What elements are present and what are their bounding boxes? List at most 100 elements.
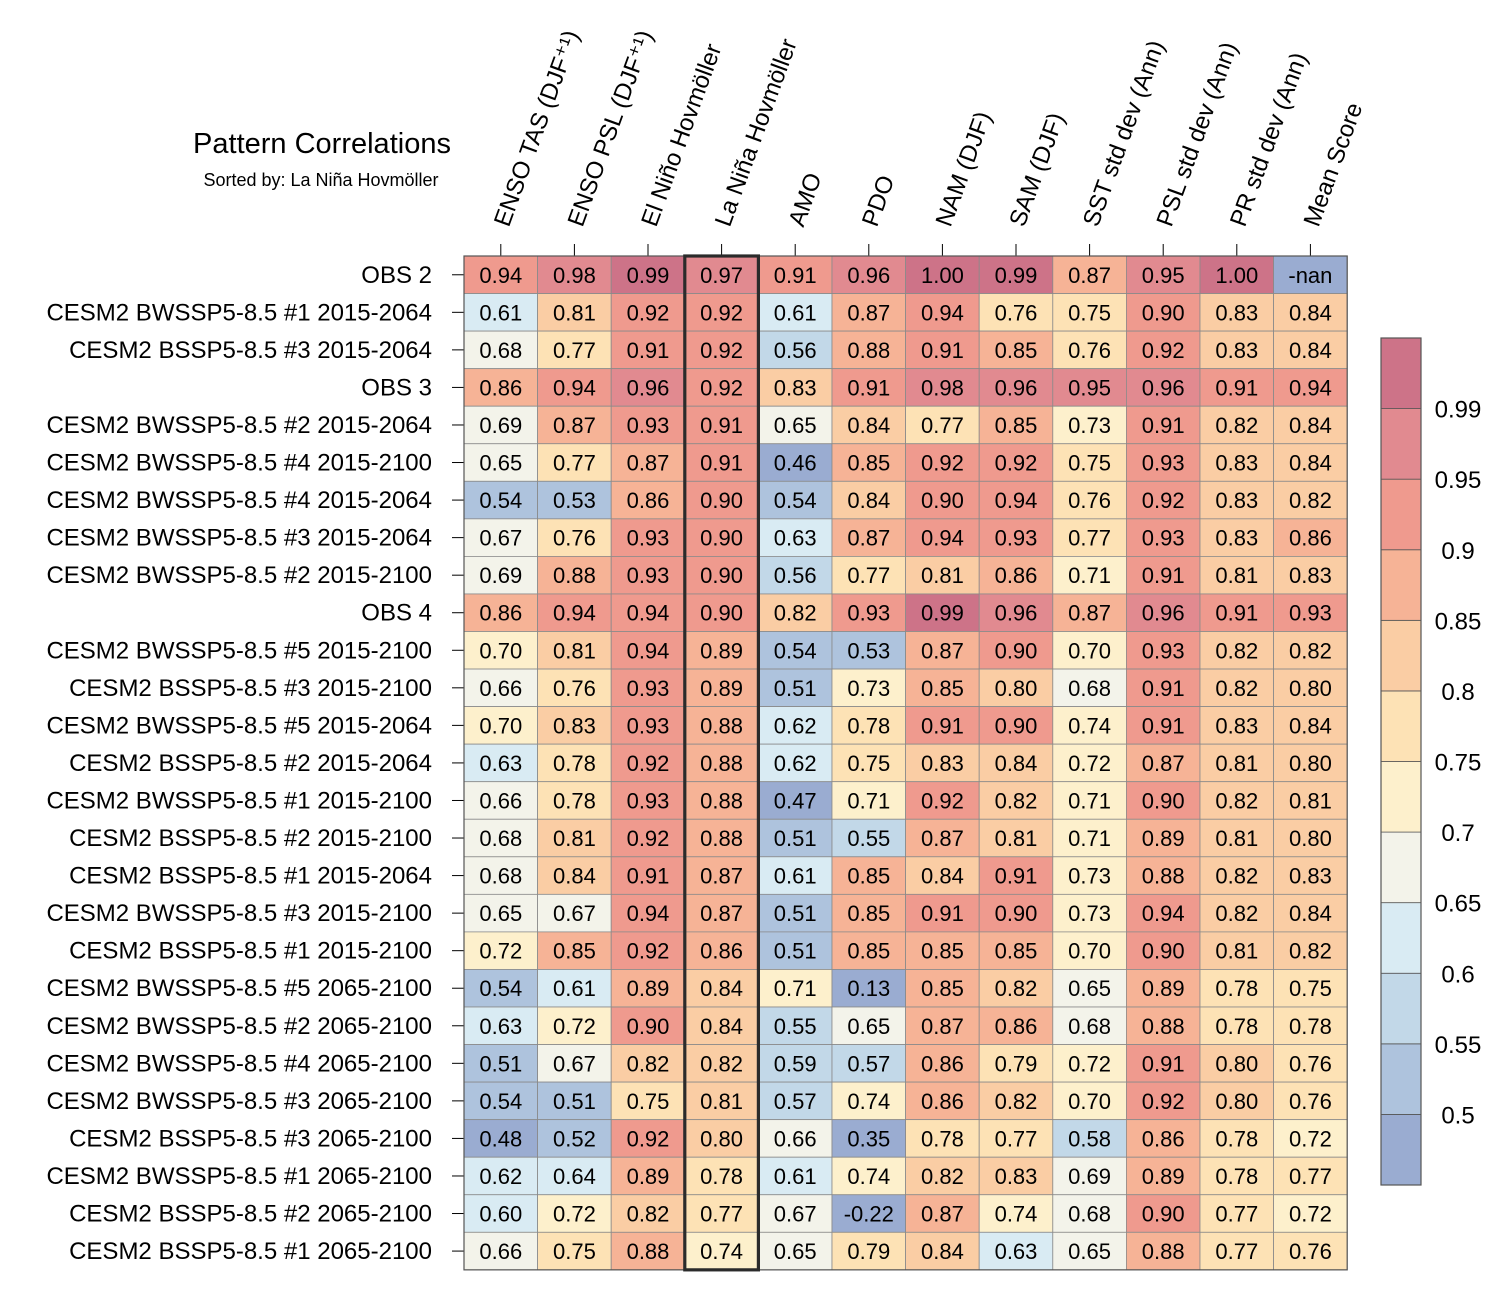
cell-value-label: 0.83 xyxy=(553,713,596,738)
heatmap-cell xyxy=(1052,1044,1127,1083)
cell-value-label: 0.92 xyxy=(700,338,743,363)
cell-value-label: 0.86 xyxy=(627,488,670,513)
heatmap-cell xyxy=(1052,405,1127,445)
cell-value-label: 0.78 xyxy=(1289,1014,1332,1039)
cell-value-label: 0.91 xyxy=(1142,713,1185,738)
cell-value-label: 0.92 xyxy=(921,451,964,476)
heatmap-cell xyxy=(978,1156,1054,1196)
cell-value-label: 0.91 xyxy=(1142,563,1185,588)
cell-value-label: 0.82 xyxy=(774,601,817,626)
heatmap-cell xyxy=(463,330,538,370)
heatmap-cell xyxy=(1052,743,1127,783)
row-label: CESM2 BSSP5-8.5 #3 2015-2064 xyxy=(69,337,432,364)
row-label: OBS 3 xyxy=(361,374,432,401)
heatmap-cell xyxy=(905,593,980,632)
cell-value-label: 0.93 xyxy=(627,526,670,551)
cell-value-label: 0.81 xyxy=(1215,939,1258,964)
cell-value-label: 0.94 xyxy=(995,488,1038,513)
heatmap-cell xyxy=(684,293,759,332)
cell-value-label: 0.83 xyxy=(1215,526,1258,551)
cell-value-label: 0.72 xyxy=(479,939,522,964)
cell-value-label: 0.85 xyxy=(847,939,890,964)
heatmap-cell xyxy=(1199,293,1274,332)
cell-value-label: 0.86 xyxy=(995,1014,1038,1039)
heatmap-cell xyxy=(1273,668,1348,707)
cell-value-label: 0.95 xyxy=(1068,375,1111,400)
heatmap-cell xyxy=(1273,593,1348,632)
cell-value-label: 0.77 xyxy=(921,413,964,438)
heatmap-cell xyxy=(1199,1006,1274,1045)
heatmap-cell xyxy=(831,743,906,783)
cell-value-label: 0.82 xyxy=(1215,864,1258,889)
cell-value-label: 0.75 xyxy=(1289,976,1332,1001)
cell-value-label: 0.63 xyxy=(995,1239,1038,1264)
cell-value-label: 0.81 xyxy=(553,638,596,663)
cell-value-label: 0.61 xyxy=(774,1164,817,1189)
heatmap-cell xyxy=(537,1156,612,1196)
heatmap-cell xyxy=(1273,856,1348,895)
row-label: CESM2 BWSSP5-8.5 #5 2015-2064 xyxy=(46,712,432,739)
heatmap-cell xyxy=(463,1044,538,1083)
heatmap-cell xyxy=(831,706,906,745)
cell-value-label: 0.84 xyxy=(1289,713,1332,738)
grid-frame xyxy=(463,254,1348,1272)
cell-value-label: 0.83 xyxy=(1215,713,1258,738)
heatmap-cell xyxy=(1052,1119,1127,1158)
heatmap-cell xyxy=(1199,518,1274,557)
column-label: SAM (DJF) xyxy=(1004,109,1070,230)
chart-title: Pattern Correlations xyxy=(193,128,451,160)
cell-value-label: 0.94 xyxy=(1289,375,1332,400)
cell-value-label: 0.68 xyxy=(479,338,522,363)
cell-value-label: 0.95 xyxy=(1142,263,1185,288)
heatmap-cell xyxy=(1273,1044,1348,1083)
cell-value-label: 0.68 xyxy=(1068,676,1111,701)
cell-value-label: 0.64 xyxy=(553,1164,596,1189)
heatmap-cell xyxy=(610,856,686,895)
cell-value-label: 0.82 xyxy=(1289,939,1332,964)
cell-value-label: 0.82 xyxy=(700,1051,743,1076)
cell-value-label: 0.87 xyxy=(921,638,964,663)
cell-value-label: 0.91 xyxy=(921,901,964,926)
cell-value-label: 0.82 xyxy=(627,1051,670,1076)
column-label: PDO xyxy=(857,172,900,230)
heatmap-cell xyxy=(1126,1156,1201,1196)
cell-value-label: 0.96 xyxy=(847,263,890,288)
cell-value-label: 0.85 xyxy=(995,939,1038,964)
column-label: NAM (DJF) xyxy=(931,108,997,230)
cell-value-label: 0.82 xyxy=(627,1202,670,1227)
cell-value-label: 0.51 xyxy=(774,901,817,926)
heatmap-cell xyxy=(905,1156,980,1196)
column-label: La Niña Hovmöller xyxy=(710,35,803,230)
cell-value-label: 0.72 xyxy=(1068,751,1111,776)
cell-value-label: 0.92 xyxy=(627,1126,670,1151)
cell-value-label: 0.90 xyxy=(627,1014,670,1039)
cell-value-label: 0.70 xyxy=(479,713,522,738)
heatmap-cell xyxy=(1199,668,1274,707)
heatmap-cell xyxy=(610,706,686,745)
row-label: CESM2 BWSSP5-8.5 #3 2015-2100 xyxy=(46,900,432,927)
heatmap-cell xyxy=(684,443,759,482)
cell-value-label: 0.90 xyxy=(995,901,1038,926)
row-label: CESM2 BWSSP5-8.5 #1 2015-2064 xyxy=(46,299,432,326)
cell-value-label: 0.84 xyxy=(1289,451,1332,476)
heatmap-cell xyxy=(610,893,686,933)
cell-value-label: 0.74 xyxy=(700,1239,743,1264)
cell-value-label: 0.70 xyxy=(1068,638,1111,663)
heatmap-cell xyxy=(758,931,833,970)
heatmap-cell xyxy=(537,293,612,332)
heatmap-cell xyxy=(537,405,612,445)
cell-value-label: 0.76 xyxy=(1289,1089,1332,1114)
heatmap-cell xyxy=(1126,818,1201,858)
colorbar-tick-label: 0.75 xyxy=(1435,750,1482,777)
cell-value-label: 0.87 xyxy=(1068,263,1111,288)
heatmap-cell xyxy=(1199,593,1274,632)
heatmap-cell xyxy=(978,1044,1054,1083)
colorbar-swatch xyxy=(1380,902,1422,974)
row-label: CESM2 BSSP5-8.5 #1 2065-2100 xyxy=(69,1238,432,1265)
cell-value-label: 0.84 xyxy=(921,1239,964,1264)
heatmap-cell xyxy=(905,1081,980,1121)
heatmap-cell xyxy=(537,443,612,482)
heatmap-cell xyxy=(978,781,1054,820)
heatmap-cell xyxy=(905,781,980,820)
cell-value-label: 0.86 xyxy=(921,1051,964,1076)
